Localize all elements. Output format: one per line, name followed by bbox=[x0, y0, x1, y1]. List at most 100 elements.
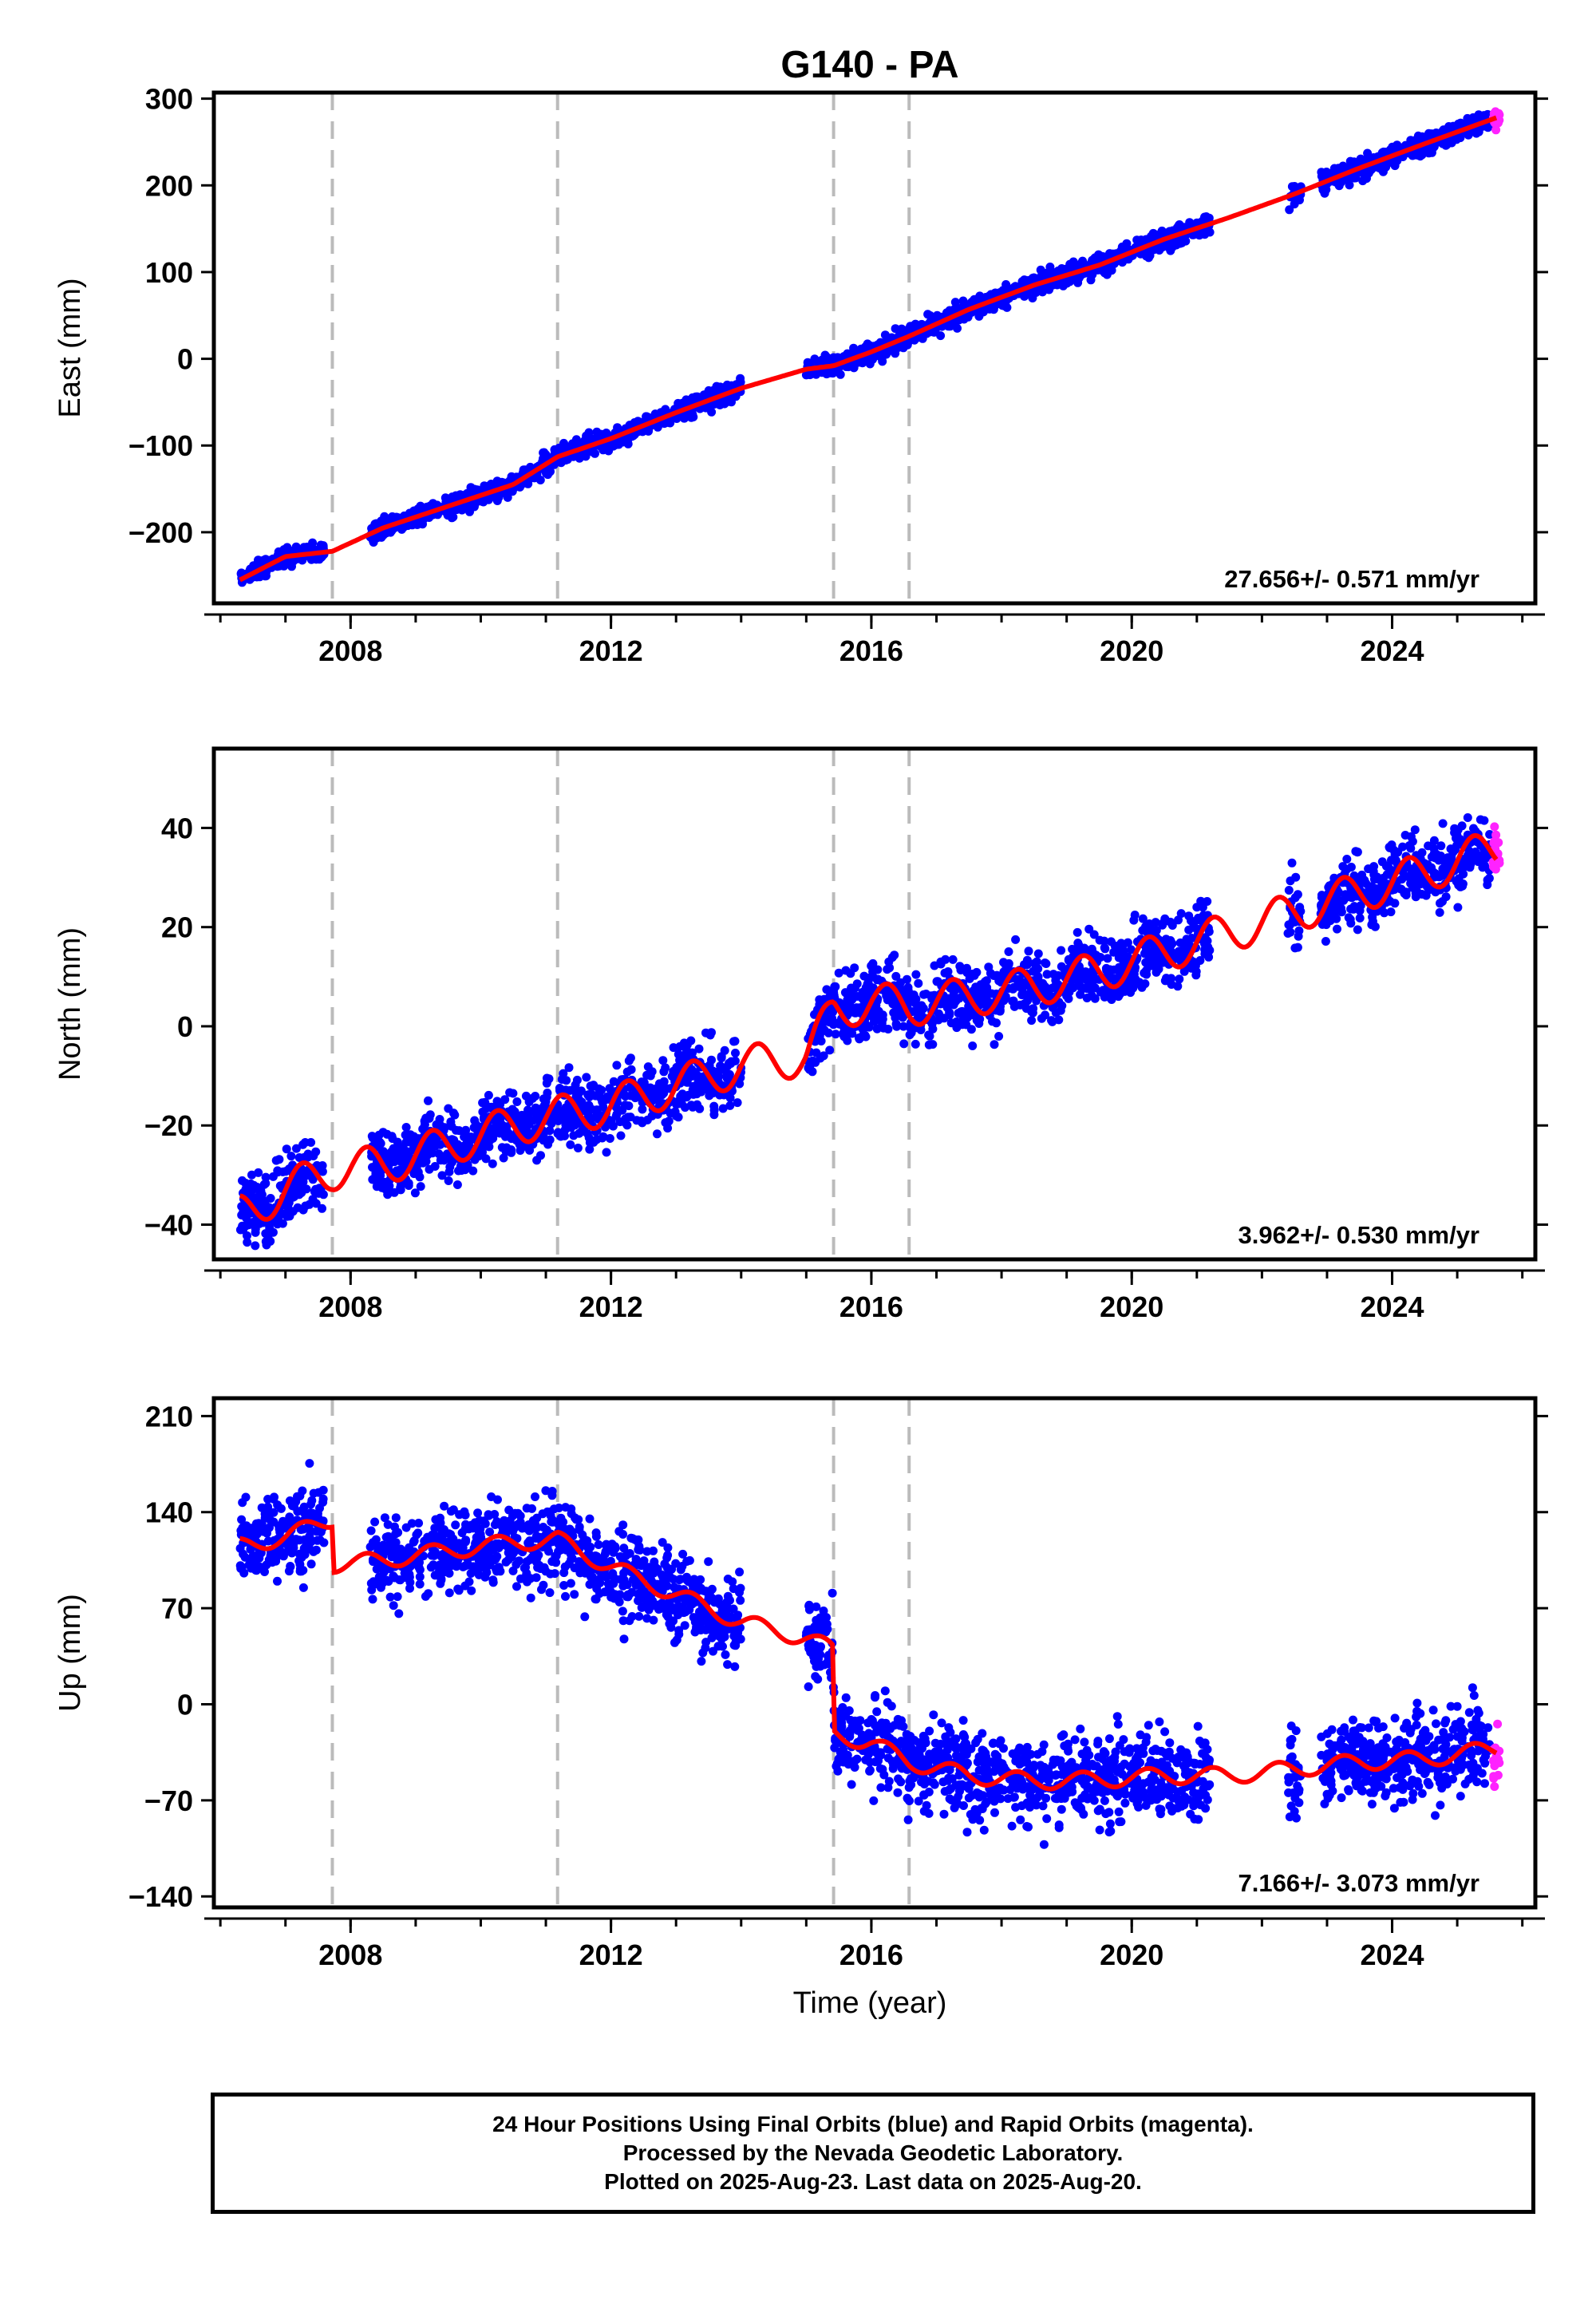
final-orbit-point bbox=[512, 1097, 522, 1106]
final-orbit-point bbox=[378, 1147, 388, 1156]
final-orbit-point bbox=[535, 476, 545, 484]
final-orbit-point bbox=[566, 1140, 575, 1149]
final-orbit-point bbox=[281, 1209, 290, 1219]
final-orbit-point bbox=[585, 1093, 594, 1101]
final-orbit-point bbox=[948, 954, 958, 964]
final-orbit-point bbox=[393, 1141, 403, 1151]
final-orbit-point bbox=[1027, 1016, 1037, 1026]
final-orbit-point bbox=[403, 521, 413, 531]
rate-label: 27.656+/- 0.571 mm/yr bbox=[1224, 565, 1479, 593]
final-orbit-point bbox=[896, 978, 905, 987]
final-orbit-point bbox=[990, 1040, 999, 1049]
final-orbit-point bbox=[247, 1170, 256, 1180]
final-orbit-point bbox=[659, 1082, 668, 1092]
final-orbit-point bbox=[1175, 974, 1184, 984]
final-orbit-point bbox=[992, 1018, 1001, 1028]
final-orbit-point bbox=[448, 1109, 458, 1118]
final-orbit-point bbox=[1054, 1015, 1064, 1025]
x-tick-label: 2008 bbox=[318, 634, 382, 667]
final-orbit-point bbox=[264, 1203, 274, 1212]
x-tick-label: 2012 bbox=[579, 1290, 643, 1323]
final-orbit-point bbox=[316, 1185, 326, 1195]
final-orbit-point bbox=[294, 1153, 304, 1162]
final-orbit-point bbox=[243, 1218, 253, 1227]
plot-frame bbox=[211, 90, 1538, 606]
final-orbit-point bbox=[1472, 128, 1481, 138]
final-orbit-point bbox=[1377, 148, 1387, 157]
final-orbit-point bbox=[261, 1172, 271, 1182]
final-orbit-point bbox=[911, 970, 921, 979]
rapid-orbit-point bbox=[1490, 822, 1499, 832]
final-orbit-point bbox=[883, 965, 892, 974]
rapid-orbit-point bbox=[1494, 838, 1503, 848]
final-orbit-point bbox=[237, 1211, 247, 1219]
final-orbit-point bbox=[1144, 253, 1153, 263]
final-orbit-point bbox=[664, 1117, 674, 1126]
final-orbit-point bbox=[978, 307, 988, 317]
final-orbit-point bbox=[1460, 861, 1470, 871]
final-orbit-point bbox=[1401, 891, 1411, 899]
final-orbit-point bbox=[689, 413, 698, 421]
final-orbit-point bbox=[1162, 974, 1171, 983]
final-orbit-point bbox=[1132, 235, 1142, 245]
final-orbit-point bbox=[484, 1090, 493, 1100]
final-orbit-point bbox=[1011, 935, 1021, 944]
final-orbit-point bbox=[1332, 914, 1341, 923]
final-orbit-point bbox=[260, 571, 270, 581]
final-orbit-point bbox=[380, 515, 389, 524]
rate-label: 3.962+/- 0.530 mm/yr bbox=[1238, 1221, 1479, 1249]
final-orbit-point bbox=[622, 1120, 632, 1130]
final-orbit-point bbox=[255, 1194, 265, 1203]
final-orbit-point bbox=[1009, 984, 1017, 994]
final-orbit-point bbox=[1029, 1004, 1038, 1014]
final-orbit-point bbox=[1204, 952, 1214, 962]
final-orbit-point bbox=[1058, 281, 1068, 290]
final-orbit-point bbox=[958, 296, 968, 306]
y-axis-label: North (mm) bbox=[53, 927, 87, 1081]
final-orbit-point bbox=[444, 1176, 453, 1185]
final-orbit-point bbox=[266, 1236, 275, 1246]
final-orbit-point bbox=[460, 1132, 469, 1141]
y-tick-label: −200 bbox=[128, 516, 193, 549]
final-orbit-point bbox=[281, 1167, 290, 1176]
final-orbit-point bbox=[1353, 925, 1362, 935]
final-orbit-point bbox=[956, 966, 966, 974]
final-orbit-point bbox=[425, 1110, 435, 1120]
final-orbit-point bbox=[718, 1104, 728, 1113]
final-orbit-point bbox=[1017, 990, 1027, 1000]
final-orbit-point bbox=[604, 446, 614, 456]
final-orbit-point bbox=[1192, 903, 1202, 912]
model-curve bbox=[239, 115, 1498, 583]
final-orbit-point bbox=[286, 1152, 296, 1161]
final-orbit-point bbox=[584, 428, 594, 437]
final-orbit-point bbox=[911, 1039, 920, 1049]
final-orbit-point bbox=[530, 1115, 539, 1124]
final-orbit-point bbox=[420, 1120, 429, 1129]
final-orbit-point bbox=[1438, 864, 1448, 874]
final-orbit-point bbox=[624, 1101, 634, 1111]
final-orbit-point bbox=[1453, 903, 1463, 912]
final-orbit-point bbox=[866, 973, 875, 982]
final-orbit-point bbox=[729, 1037, 738, 1046]
final-orbit-point bbox=[854, 1034, 863, 1042]
final-orbit-point bbox=[1355, 913, 1365, 923]
final-orbit-point bbox=[1478, 863, 1487, 872]
final-orbit-point bbox=[499, 1153, 508, 1163]
final-orbit-point bbox=[251, 1241, 260, 1251]
final-orbit-point bbox=[1204, 213, 1214, 223]
y-tick-label: 0 bbox=[177, 343, 193, 376]
final-orbit-point bbox=[1024, 947, 1033, 956]
final-orbit-point bbox=[391, 1150, 401, 1160]
final-orbit-point bbox=[542, 1073, 551, 1083]
final-orbit-point bbox=[688, 1048, 697, 1057]
final-orbit-point bbox=[1073, 945, 1083, 954]
final-orbit-point bbox=[389, 1157, 399, 1167]
final-orbit-point bbox=[401, 1147, 411, 1156]
final-orbit-point bbox=[1411, 149, 1420, 158]
final-orbit-point bbox=[379, 1177, 389, 1187]
final-orbit-point bbox=[452, 1180, 462, 1189]
final-orbit-point bbox=[923, 310, 933, 319]
final-orbit-point bbox=[291, 1144, 301, 1153]
final-orbit-point bbox=[674, 1113, 683, 1122]
final-orbit-point bbox=[1287, 182, 1297, 192]
